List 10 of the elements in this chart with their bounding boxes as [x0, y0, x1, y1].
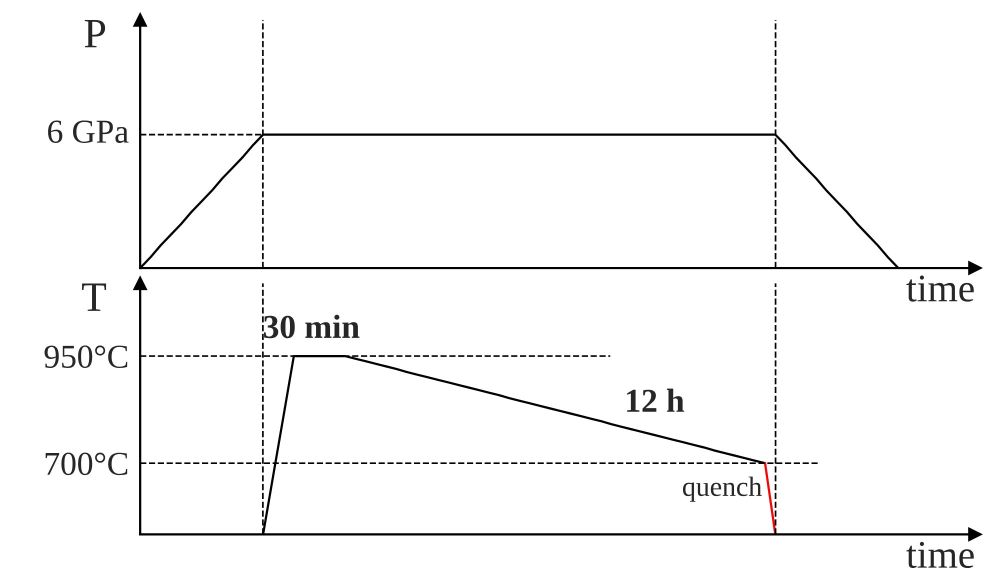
y-tick-label: 950°C — [44, 345, 128, 368]
y-tick-label: 700°C — [46, 452, 128, 476]
ref-line-label: 6 GPa — [48, 120, 129, 143]
y-axis-title: P — [84, 20, 106, 48]
annotation: quench — [682, 476, 762, 502]
annotation: 12 h — [627, 388, 684, 412]
y-axis-title: T — [82, 284, 106, 311]
x-axis-title: time — [906, 275, 974, 302]
annotation: 30 min — [264, 314, 360, 338]
x-axis-title: time — [906, 542, 974, 568]
